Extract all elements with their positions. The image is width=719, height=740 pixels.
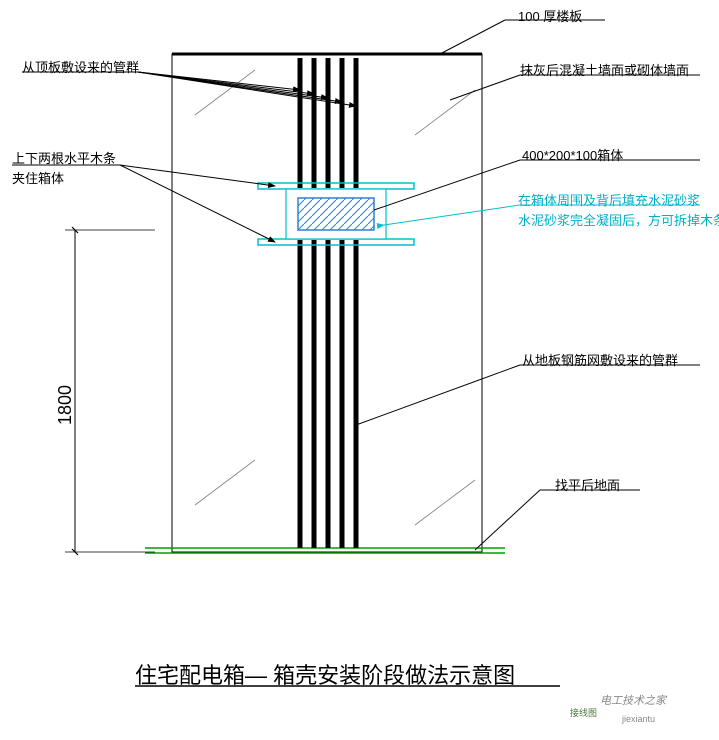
leader-box xyxy=(374,160,520,210)
label-box-size: 400*200*100箱体 xyxy=(522,145,623,164)
label-pipes-floor: 从地板钢筋网敷设来的管群 xyxy=(522,350,678,369)
leader-mortar xyxy=(384,205,520,225)
watermark-url: jiexiantu xyxy=(622,714,655,724)
box-inner xyxy=(298,198,374,230)
label-wood-line1: 上下两根水平木条 xyxy=(12,148,116,167)
diagram-title: 住宅配电箱— 箱壳安装阶段做法示意图 xyxy=(135,658,515,690)
label-mortar-line2: 水泥砂浆完全凝固后，方可拆掉木条 xyxy=(518,210,719,229)
label-pipes-top: 从顶板敷设来的管群 xyxy=(22,57,139,76)
diagram-root: 100 厚楼板 从顶板敷设来的管群 抹灰后混凝土墙面或砌体墙面 上下两根水平木条… xyxy=(0,0,719,740)
leader-wall xyxy=(450,75,520,100)
leader-pipes-top xyxy=(138,72,356,106)
wall-hatch xyxy=(195,460,255,505)
label-slab: 100 厚楼板 xyxy=(518,6,582,25)
label-ground: 找平后地面 xyxy=(555,475,620,494)
leader-wood xyxy=(120,165,275,186)
watermark-main: 电工技术之家 xyxy=(600,692,666,708)
label-wood-line2: 夹住箱体 xyxy=(12,168,64,187)
wall-hatch xyxy=(195,70,255,115)
wood-strip-bottom xyxy=(258,239,414,245)
label-wall-surface: 抹灰后混凝土墙面或砌体墙面 xyxy=(520,60,689,79)
dim-1800-text: 1800 xyxy=(55,385,76,425)
label-mortar-line1: 在箱体周围及背后填充水泥砂浆 xyxy=(518,190,700,209)
wood-strip-top xyxy=(258,183,414,189)
leader-wood xyxy=(120,165,275,242)
leader-pipes-floor xyxy=(356,365,520,425)
diagram-svg xyxy=(0,0,719,740)
wall-hatch xyxy=(415,90,475,135)
leader-ground xyxy=(475,490,540,550)
leader-slab xyxy=(440,20,505,54)
wall-hatch xyxy=(415,480,475,525)
watermark-sub: 接线图 xyxy=(570,706,597,719)
